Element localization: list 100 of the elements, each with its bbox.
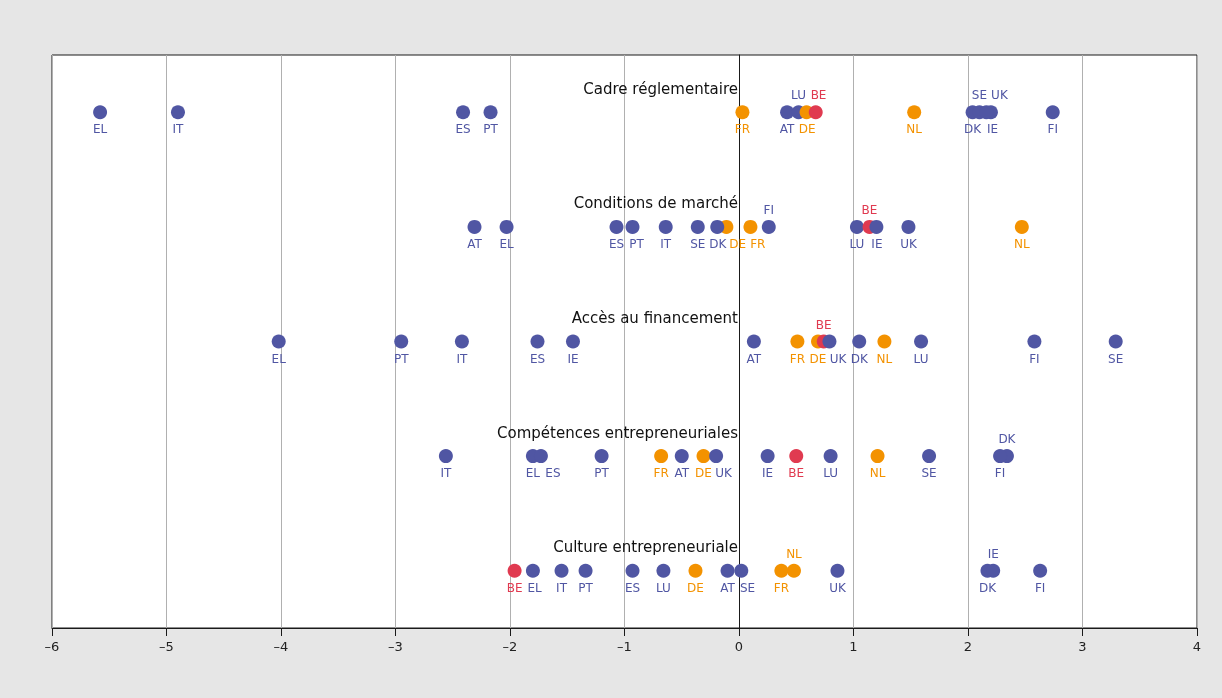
point bbox=[594, 449, 609, 464]
text: DE bbox=[695, 466, 712, 481]
point bbox=[743, 219, 758, 234]
point bbox=[1033, 563, 1048, 578]
text: FI bbox=[994, 466, 1006, 481]
series-label: BE bbox=[810, 88, 827, 103]
text: FR bbox=[653, 466, 669, 481]
text: SE bbox=[921, 466, 937, 481]
point bbox=[830, 563, 845, 578]
text: AT bbox=[720, 580, 735, 595]
point bbox=[578, 563, 593, 578]
point bbox=[1014, 219, 1029, 234]
point bbox=[688, 563, 703, 578]
series-label: UK bbox=[715, 466, 733, 481]
series-label: SE bbox=[739, 580, 756, 595]
point bbox=[735, 105, 750, 120]
text: PT bbox=[578, 580, 593, 595]
x-tick-label: 0 bbox=[734, 639, 744, 654]
text: UK bbox=[829, 580, 846, 595]
point bbox=[654, 449, 669, 464]
text: DE bbox=[798, 122, 816, 137]
point bbox=[790, 334, 805, 349]
text: FR bbox=[773, 580, 789, 595]
point bbox=[870, 449, 885, 464]
text: IE bbox=[987, 546, 999, 561]
point bbox=[922, 449, 937, 464]
point bbox=[467, 219, 482, 234]
point bbox=[658, 219, 673, 234]
text: SE bbox=[690, 236, 706, 251]
point bbox=[877, 334, 892, 349]
point bbox=[709, 449, 724, 464]
point bbox=[774, 563, 789, 578]
text: PT bbox=[393, 351, 409, 366]
text: DE bbox=[809, 351, 827, 366]
series-label: ES bbox=[545, 466, 561, 481]
point bbox=[760, 449, 775, 464]
point bbox=[914, 334, 929, 349]
text: IE bbox=[567, 351, 579, 366]
point bbox=[93, 105, 108, 120]
text: DK bbox=[998, 432, 1016, 447]
x-tick-label: –4 bbox=[273, 639, 289, 654]
text: UK bbox=[900, 236, 917, 251]
text: BE bbox=[815, 317, 832, 332]
text: IT bbox=[660, 236, 672, 251]
text: EL bbox=[499, 236, 514, 251]
point bbox=[394, 334, 409, 349]
text: IT bbox=[172, 122, 184, 137]
text: AT bbox=[467, 236, 482, 251]
point bbox=[901, 219, 916, 234]
text: AT bbox=[779, 122, 795, 137]
point bbox=[734, 563, 749, 578]
text: IE bbox=[762, 466, 774, 481]
point bbox=[789, 449, 804, 464]
series-label: IT bbox=[556, 580, 568, 595]
point bbox=[499, 219, 514, 234]
text: NL bbox=[1013, 236, 1030, 251]
point bbox=[852, 334, 867, 349]
point bbox=[822, 334, 837, 349]
text: ES bbox=[455, 122, 471, 137]
y-tick-label: Culture entrepreneuriale bbox=[553, 538, 738, 557]
text: BE bbox=[506, 580, 523, 595]
x-tick-label: 4 bbox=[1192, 639, 1202, 654]
point bbox=[720, 563, 735, 578]
point bbox=[1027, 334, 1042, 349]
point bbox=[483, 105, 498, 120]
text: UK bbox=[829, 351, 847, 366]
x-tick-label: –6 bbox=[44, 639, 60, 654]
point bbox=[456, 105, 471, 120]
x-tick-label: 3 bbox=[1078, 639, 1087, 654]
point bbox=[674, 449, 689, 464]
point bbox=[823, 449, 838, 464]
point bbox=[690, 219, 705, 234]
point bbox=[907, 105, 922, 120]
text: SE bbox=[971, 88, 988, 103]
point bbox=[780, 105, 795, 120]
text: FI bbox=[1029, 351, 1040, 366]
x-tick-label: 2 bbox=[963, 639, 973, 654]
series-label: LU bbox=[849, 236, 865, 251]
text: ES bbox=[529, 351, 546, 366]
series-label: PT bbox=[629, 236, 645, 251]
text: LU bbox=[823, 466, 839, 481]
text: BE bbox=[861, 202, 878, 217]
point bbox=[625, 563, 640, 578]
x-tick-label: –2 bbox=[502, 639, 518, 654]
text: DK bbox=[978, 580, 997, 595]
point bbox=[271, 334, 286, 349]
point bbox=[530, 334, 545, 349]
point bbox=[656, 563, 671, 578]
point bbox=[710, 219, 725, 234]
series-label: DK bbox=[709, 236, 728, 251]
y-tick-label: Conditions de marché bbox=[573, 194, 738, 213]
point bbox=[696, 449, 711, 464]
text: PT bbox=[594, 466, 609, 481]
text: EL bbox=[271, 351, 286, 366]
text: DK bbox=[964, 122, 982, 137]
point bbox=[1108, 334, 1123, 349]
point bbox=[525, 563, 540, 578]
point bbox=[746, 334, 761, 349]
point bbox=[808, 105, 823, 120]
text: FR bbox=[789, 351, 806, 366]
